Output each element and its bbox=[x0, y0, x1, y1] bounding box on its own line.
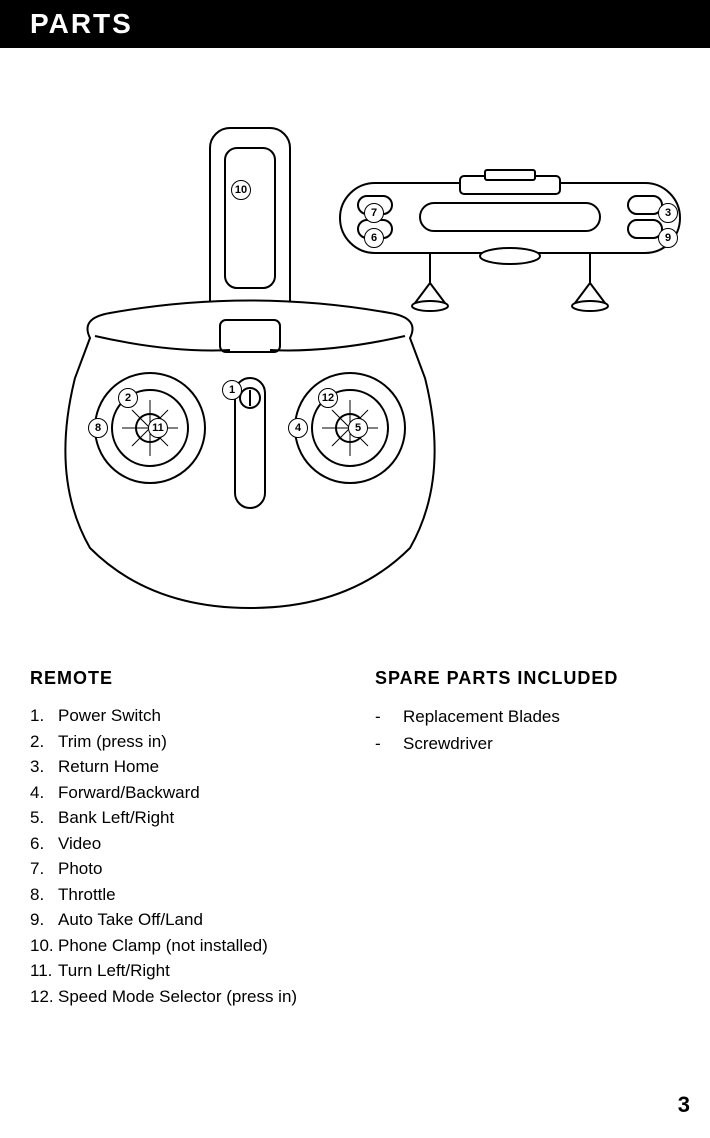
list-item-label: Photo bbox=[58, 856, 102, 882]
callout-9: 9 bbox=[658, 228, 678, 248]
list-item-label: Speed Mode Selector (press in) bbox=[58, 984, 297, 1010]
list-item: 4.Forward/Backward bbox=[30, 780, 335, 806]
list-item-label: Bank Left/Right bbox=[58, 805, 174, 831]
callout-11: 11 bbox=[148, 418, 168, 438]
list-item-number: 3. bbox=[30, 754, 58, 780]
diagram-area: 101281112457639 bbox=[0, 48, 710, 578]
list-item-label: Power Switch bbox=[58, 703, 161, 729]
callout-2: 2 bbox=[118, 388, 138, 408]
list-item-number: 10. bbox=[30, 933, 58, 959]
list-item: 9.Auto Take Off/Land bbox=[30, 907, 335, 933]
list-item-label: Forward/Backward bbox=[58, 780, 200, 806]
callout-7: 7 bbox=[364, 203, 384, 223]
page-number: 3 bbox=[678, 1092, 690, 1118]
list-item-number: 5. bbox=[30, 805, 58, 831]
list-item-label: Throttle bbox=[58, 882, 116, 908]
content-columns: REMOTE 1.Power Switch2.Trim (press in)3.… bbox=[0, 668, 710, 1009]
list-item-number: 8. bbox=[30, 882, 58, 908]
drone-top-diagram bbox=[330, 168, 690, 318]
list-item: 12.Speed Mode Selector (press in) bbox=[30, 984, 335, 1010]
callout-8: 8 bbox=[88, 418, 108, 438]
list-item: Replacement Blades bbox=[375, 703, 680, 730]
list-item: 11.Turn Left/Right bbox=[30, 958, 335, 984]
callout-10: 10 bbox=[231, 180, 251, 200]
callout-3: 3 bbox=[658, 203, 678, 223]
callout-1: 1 bbox=[222, 380, 242, 400]
list-item-number: 2. bbox=[30, 729, 58, 755]
spare-heading: SPARE PARTS INCLUDED bbox=[375, 668, 680, 689]
list-item-label: Trim (press in) bbox=[58, 729, 167, 755]
list-item-number: 11. bbox=[30, 958, 58, 984]
list-item: 8.Throttle bbox=[30, 882, 335, 908]
list-item-number: 9. bbox=[30, 907, 58, 933]
list-item: 1.Power Switch bbox=[30, 703, 335, 729]
list-item-label: Return Home bbox=[58, 754, 159, 780]
callout-4: 4 bbox=[288, 418, 308, 438]
callout-12: 12 bbox=[318, 388, 338, 408]
remote-column: REMOTE 1.Power Switch2.Trim (press in)3.… bbox=[30, 668, 335, 1009]
spare-column: SPARE PARTS INCLUDED Replacement BladesS… bbox=[375, 668, 680, 1009]
list-item: 2.Trim (press in) bbox=[30, 729, 335, 755]
header-bar: PARTS bbox=[0, 0, 710, 48]
callout-6: 6 bbox=[364, 228, 384, 248]
list-item-number: 4. bbox=[30, 780, 58, 806]
list-item-label: Video bbox=[58, 831, 101, 857]
list-item-number: 12. bbox=[30, 984, 58, 1010]
page-title: PARTS bbox=[30, 8, 133, 39]
callout-5: 5 bbox=[348, 418, 368, 438]
list-item: 5.Bank Left/Right bbox=[30, 805, 335, 831]
list-item-label: Phone Clamp (not installed) bbox=[58, 933, 268, 959]
list-item: Screwdriver bbox=[375, 730, 680, 757]
remote-heading: REMOTE bbox=[30, 668, 335, 689]
list-item: 3.Return Home bbox=[30, 754, 335, 780]
list-item: 6.Video bbox=[30, 831, 335, 857]
list-item: 10.Phone Clamp (not installed) bbox=[30, 933, 335, 959]
list-item-number: 7. bbox=[30, 856, 58, 882]
list-item-number: 1. bbox=[30, 703, 58, 729]
remote-parts-list: 1.Power Switch2.Trim (press in)3.Return … bbox=[30, 703, 335, 1009]
spare-parts-list: Replacement BladesScrewdriver bbox=[375, 703, 680, 757]
list-item-label: Turn Left/Right bbox=[58, 958, 170, 984]
list-item: 7.Photo bbox=[30, 856, 335, 882]
list-item-number: 6. bbox=[30, 831, 58, 857]
list-item-label: Auto Take Off/Land bbox=[58, 907, 203, 933]
